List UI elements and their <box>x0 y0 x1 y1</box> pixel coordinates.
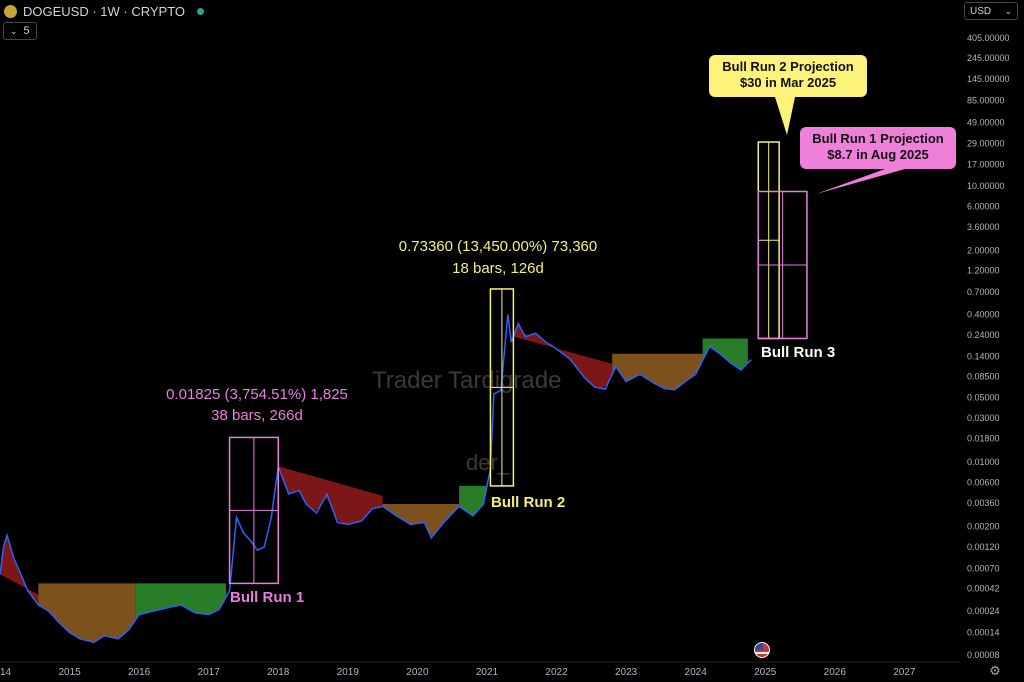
run2-bars-text: 18 bars, 126d <box>452 260 544 277</box>
y-tick-label-28: 0.00014 <box>967 628 1000 638</box>
y-tick-label-26: 0.00042 <box>967 584 1000 594</box>
y-tick-label-9: 3.60000 <box>967 222 1000 232</box>
y-tick-label-15: 0.14000 <box>967 352 1000 362</box>
projection2-pointer <box>775 97 795 135</box>
y-tick-label-13: 0.40000 <box>967 310 1000 320</box>
x-tick-label-2027: 2027 <box>893 667 916 678</box>
y-tick-label-3: 85.00000 <box>967 95 1005 105</box>
x-tick-label-2015: 2015 <box>58 667 81 678</box>
y-tick-label-4: 49.00000 <box>967 117 1005 127</box>
y-tick-label-11: 1.20000 <box>967 266 1000 276</box>
bull-run-2-label: Bull Run 2 <box>491 494 565 511</box>
doge-coin-icon <box>4 4 17 18</box>
y-tick-label-14: 0.24000 <box>967 330 1000 340</box>
interval-selector[interactable]: ⌄ 5 <box>3 22 37 40</box>
y-tick-label-17: 0.05000 <box>967 393 1000 403</box>
y-tick-label-5: 29.00000 <box>967 138 1005 148</box>
chevron-down-icon: ⌄ <box>10 25 18 36</box>
y-tick-label-20: 0.01000 <box>967 457 1000 467</box>
y-tick-label-7: 10.00000 <box>967 181 1005 191</box>
x-tick-label-2017: 2017 <box>198 667 221 678</box>
projection1-pointer <box>816 169 905 194</box>
y-tick-label-19: 0.01800 <box>967 434 1000 444</box>
y-tick-label-24: 0.00120 <box>967 542 1000 552</box>
projection2-value: $30 in Mar 2025 <box>739 75 837 90</box>
y-tick-label-22: 0.00360 <box>967 498 1000 508</box>
gear-icon[interactable]: ⚙ <box>989 663 1001 678</box>
run1-measure-text: 0.01825 (3,754.51%) 1,825 <box>166 386 348 403</box>
x-tick-label-2024: 2024 <box>685 667 708 678</box>
zone-accumulation-7 <box>612 353 703 390</box>
zone-breakout-5 <box>459 485 491 516</box>
chevron-down-icon: ⌄ <box>1004 5 1012 16</box>
symbol-label: DOGEUSD · 1W · CRYPTO <box>23 3 186 19</box>
y-tick-label-6: 17.00000 <box>967 160 1005 170</box>
zone-accumulation-4 <box>382 503 460 537</box>
zone-breakout-2 <box>135 583 227 620</box>
x-tick-label-2025: 2025 <box>754 667 777 678</box>
x-tick-label-2016: 2016 <box>128 667 151 678</box>
x-tick-label-2026: 2026 <box>824 667 847 678</box>
x-tick-label-2019: 2019 <box>337 667 360 678</box>
watermark-partial-text: der_ <box>466 450 511 475</box>
x-tick-label-2021: 2021 <box>476 667 499 678</box>
projection2-title: Bull Run 2 Projection <box>722 59 854 74</box>
watermark-text: Trader Tardigrade <box>372 367 561 394</box>
projection1-title: Bull Run 1 Projection <box>812 131 944 146</box>
projection1-value: $8.7 in Aug 2025 <box>827 147 929 162</box>
run1-bars-text: 38 bars, 266d <box>211 407 303 424</box>
y-tick-label-1: 245.00000 <box>967 53 1010 63</box>
zone-decline-6 <box>513 323 613 389</box>
zone-breakout-8 <box>702 338 748 370</box>
y-tick-label-16: 0.08500 <box>967 371 1000 381</box>
y-tick-label-18: 0.03000 <box>967 413 1000 423</box>
y-tick-label-21: 0.00600 <box>967 477 1000 487</box>
x-tick-label-2020: 2020 <box>406 667 429 678</box>
y-tick-label-12: 0.70000 <box>967 287 1000 297</box>
y-tick-label-0: 405.00000 <box>967 33 1010 43</box>
market-status-dot <box>197 7 205 15</box>
bull-run-2-projection-callout: Bull Run 2 Projection $30 in Mar 2025 <box>709 55 867 97</box>
bull-run-1-projection-callout: Bull Run 1 Projection $8.7 in Aug 2025 <box>800 127 956 169</box>
price-series-line[interactable] <box>0 314 752 644</box>
y-tick-label-10: 2.00000 <box>967 245 1000 255</box>
zone-decline-3 <box>278 466 383 525</box>
currency-selector[interactable]: USD ⌄ <box>964 2 1018 20</box>
interval-value: 5 <box>23 25 30 37</box>
bull-run-1-label: Bull Run 1 <box>230 589 304 606</box>
symbol-header[interactable]: DOGEUSD · 1W · CRYPTO <box>0 0 205 22</box>
us-flag-icon[interactable] <box>754 642 770 658</box>
y-tick-label-25: 0.00070 <box>967 563 1000 573</box>
bull-run-3-label: Bull Run 3 <box>761 344 835 361</box>
currency-label: USD <box>970 5 992 17</box>
x-tick-label-2014: 2014 <box>0 667 12 678</box>
x-tick-label-2023: 2023 <box>615 667 638 678</box>
zone-accumulation-1 <box>38 583 136 642</box>
y-tick-label-23: 0.00200 <box>967 521 1000 531</box>
run2-measure-text: 0.73360 (13,450.00%) 73,360 <box>399 238 598 255</box>
y-tick-label-8: 6.00000 <box>967 201 1000 211</box>
y-tick-label-2: 145.00000 <box>967 74 1010 84</box>
x-tick-label-2018: 2018 <box>267 667 290 678</box>
x-tick-label-2022: 2022 <box>545 667 568 678</box>
y-tick-label-27: 0.00024 <box>967 606 1000 616</box>
y-tick-label-29: 0.00008 <box>967 650 1000 660</box>
